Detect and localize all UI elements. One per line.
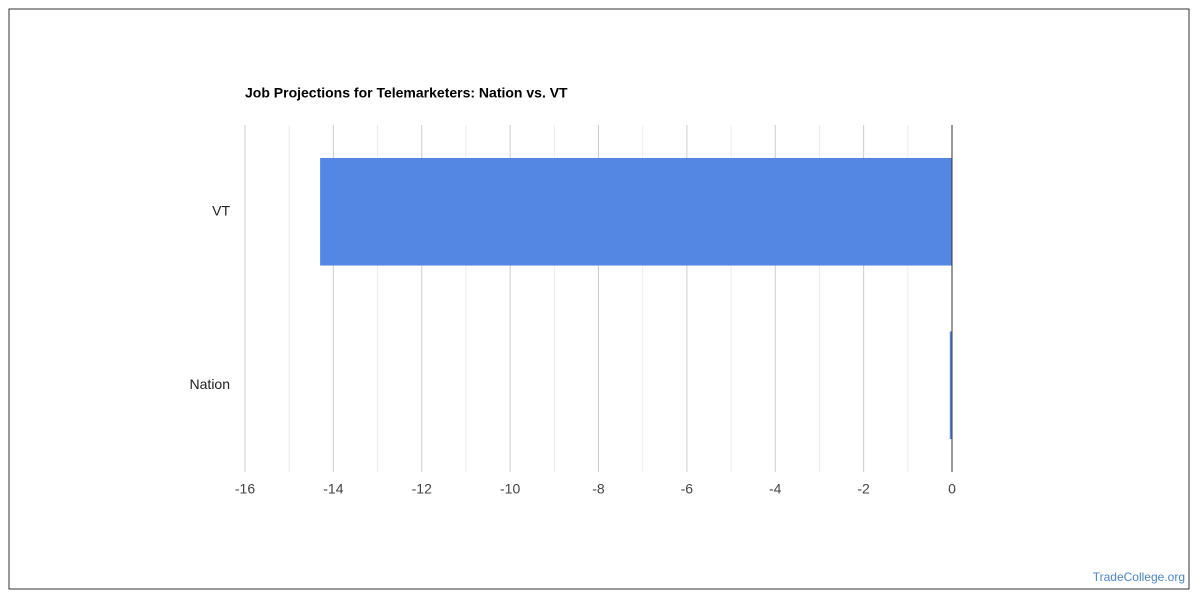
- chart-title: Job Projections for Telemarketers: Natio…: [245, 85, 568, 101]
- watermark: TradeCollege.org: [1093, 570, 1185, 584]
- x-tick-label: -10: [500, 481, 520, 497]
- x-tick-label: -2: [857, 481, 870, 497]
- x-tick-label: -4: [769, 481, 782, 497]
- y-tick-label: VT: [212, 202, 230, 218]
- x-tick-label: -16: [235, 481, 255, 497]
- x-tick-label: -14: [323, 481, 343, 497]
- x-tick-label: -8: [592, 481, 605, 497]
- x-tick-label: -12: [412, 481, 432, 497]
- x-tick-label: 0: [948, 481, 956, 497]
- bar: [949, 331, 952, 440]
- y-tick-label: Nation: [190, 376, 230, 392]
- x-tick-label: -6: [681, 481, 694, 497]
- bar: [320, 157, 952, 266]
